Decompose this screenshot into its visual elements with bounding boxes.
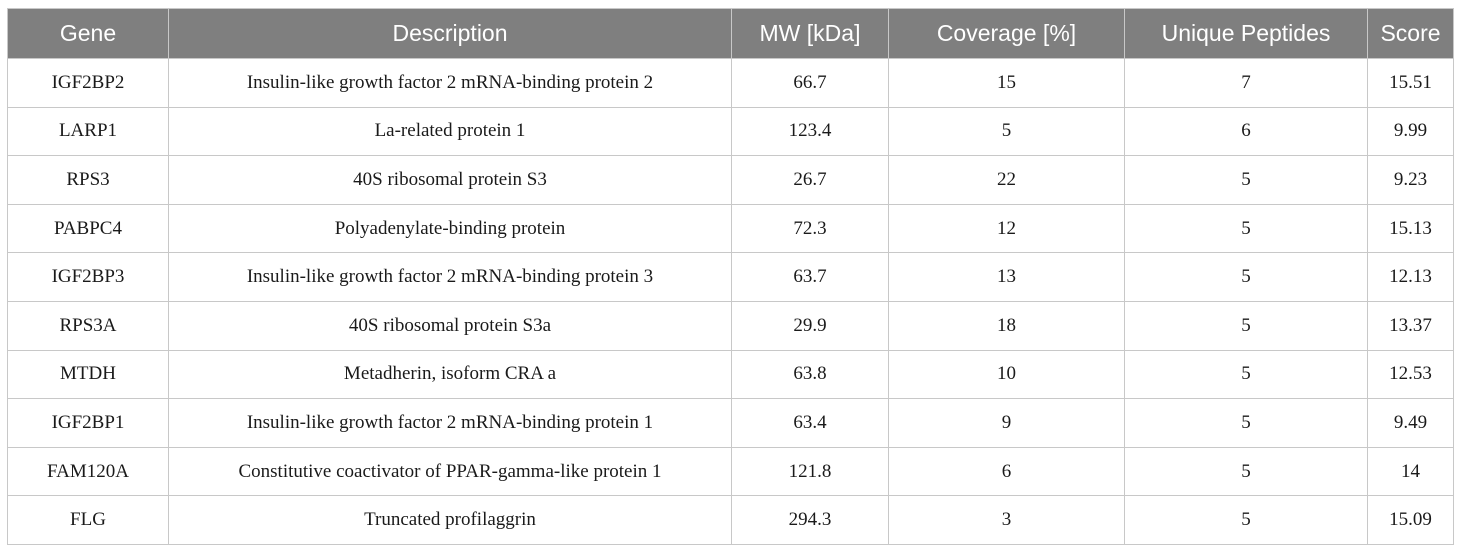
- header-mw: MW [kDa]: [731, 8, 889, 59]
- cell-score: 15.13: [1367, 203, 1454, 254]
- header-description: Description: [168, 8, 732, 59]
- cell-description: Constitutive coactivator of PPAR-gamma-l…: [168, 446, 732, 497]
- cell-gene: MTDH: [7, 349, 169, 400]
- cell-coverage: 3: [888, 495, 1125, 545]
- cell-mw: 72.3: [731, 203, 889, 254]
- header-coverage: Coverage [%]: [888, 8, 1125, 59]
- table-row: FAM120A Constitutive coactivator of PPAR…: [7, 446, 1454, 497]
- cell-score: 15.51: [1367, 58, 1454, 108]
- cell-mw: 121.8: [731, 446, 889, 497]
- cell-score: 15.09: [1367, 495, 1454, 545]
- cell-gene: FAM120A: [7, 446, 169, 497]
- cell-gene: IGF2BP2: [7, 58, 169, 108]
- cell-score: 9.23: [1367, 155, 1454, 205]
- cell-gene: IGF2BP3: [7, 252, 169, 302]
- cell-coverage: 15: [888, 58, 1125, 108]
- cell-unique-peptides: 5: [1124, 398, 1368, 448]
- cell-coverage: 9: [888, 398, 1125, 448]
- cell-mw: 26.7: [731, 155, 889, 205]
- cell-score: 13.37: [1367, 300, 1454, 351]
- table-row: RPS3A 40S ribosomal protein S3a 29.9 18 …: [7, 300, 1454, 351]
- cell-description: Insulin-like growth factor 2 mRNA-bindin…: [168, 58, 732, 108]
- cell-description: Insulin-like growth factor 2 mRNA-bindin…: [168, 398, 732, 448]
- header-score: Score: [1367, 8, 1454, 59]
- cell-coverage: 13: [888, 252, 1125, 302]
- cell-mw: 123.4: [731, 106, 889, 157]
- header-gene: Gene: [7, 8, 169, 59]
- cell-score: 14: [1367, 446, 1454, 497]
- protein-table: Gene Description MW [kDa] Coverage [%] U…: [7, 8, 1454, 545]
- table-row: LARP1 La-related protein 1 123.4 5 6 9.9…: [7, 106, 1454, 157]
- cell-gene: PABPC4: [7, 203, 169, 254]
- cell-description: La-related protein 1: [168, 106, 732, 157]
- cell-mw: 63.7: [731, 252, 889, 302]
- cell-coverage: 22: [888, 155, 1125, 205]
- cell-gene: RPS3: [7, 155, 169, 205]
- cell-mw: 63.8: [731, 349, 889, 400]
- table-row: MTDH Metadherin, isoform CRA a 63.8 10 5…: [7, 349, 1454, 400]
- cell-description: Insulin-like growth factor 2 mRNA-bindin…: [168, 252, 732, 302]
- cell-score: 9.99: [1367, 106, 1454, 157]
- cell-unique-peptides: 6: [1124, 106, 1368, 157]
- cell-coverage: 6: [888, 446, 1125, 497]
- cell-unique-peptides: 5: [1124, 495, 1368, 545]
- table-row: RPS3 40S ribosomal protein S3 26.7 22 5 …: [7, 155, 1454, 205]
- cell-gene: LARP1: [7, 106, 169, 157]
- cell-description: 40S ribosomal protein S3: [168, 155, 732, 205]
- cell-description: Truncated profilaggrin: [168, 495, 732, 545]
- cell-description: Polyadenylate-binding protein: [168, 203, 732, 254]
- cell-gene: FLG: [7, 495, 169, 545]
- cell-unique-peptides: 7: [1124, 58, 1368, 108]
- cell-mw: 29.9: [731, 300, 889, 351]
- cell-coverage: 10: [888, 349, 1125, 400]
- cell-gene: RPS3A: [7, 300, 169, 351]
- table-row: IGF2BP1 Insulin-like growth factor 2 mRN…: [7, 398, 1454, 448]
- table-header: Gene Description MW [kDa] Coverage [%] U…: [7, 8, 1454, 59]
- cell-description: 40S ribosomal protein S3a: [168, 300, 732, 351]
- cell-coverage: 12: [888, 203, 1125, 254]
- cell-score: 12.13: [1367, 252, 1454, 302]
- cell-unique-peptides: 5: [1124, 155, 1368, 205]
- cell-gene: IGF2BP1: [7, 398, 169, 448]
- cell-mw: 66.7: [731, 58, 889, 108]
- table-body: IGF2BP2 Insulin-like growth factor 2 mRN…: [7, 58, 1454, 545]
- cell-unique-peptides: 5: [1124, 300, 1368, 351]
- cell-description: Metadherin, isoform CRA a: [168, 349, 732, 400]
- table-row: IGF2BP2 Insulin-like growth factor 2 mRN…: [7, 58, 1454, 108]
- cell-score: 12.53: [1367, 349, 1454, 400]
- cell-unique-peptides: 5: [1124, 349, 1368, 400]
- table-row: FLG Truncated profilaggrin 294.3 3 5 15.…: [7, 495, 1454, 545]
- cell-mw: 63.4: [731, 398, 889, 448]
- cell-unique-peptides: 5: [1124, 446, 1368, 497]
- cell-mw: 294.3: [731, 495, 889, 545]
- header-row: Gene Description MW [kDa] Coverage [%] U…: [7, 8, 1454, 59]
- cell-unique-peptides: 5: [1124, 252, 1368, 302]
- cell-score: 9.49: [1367, 398, 1454, 448]
- header-unique-peptides: Unique Peptides: [1124, 8, 1368, 59]
- table-row: IGF2BP3 Insulin-like growth factor 2 mRN…: [7, 252, 1454, 302]
- cell-unique-peptides: 5: [1124, 203, 1368, 254]
- table-row: PABPC4 Polyadenylate-binding protein 72.…: [7, 203, 1454, 254]
- cell-coverage: 5: [888, 106, 1125, 157]
- cell-coverage: 18: [888, 300, 1125, 351]
